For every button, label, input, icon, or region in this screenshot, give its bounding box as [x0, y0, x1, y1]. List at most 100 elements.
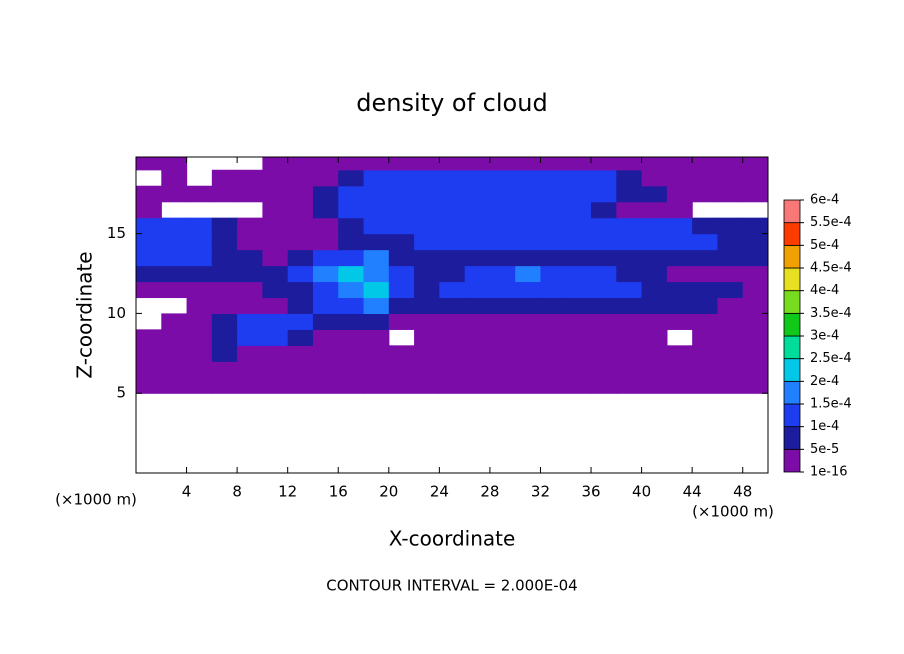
contour-cell — [439, 201, 466, 219]
contour-cell — [515, 297, 542, 315]
contour-cell — [388, 361, 415, 378]
colorbar-label: 6e-4 — [810, 193, 839, 208]
contour-cell — [312, 313, 339, 330]
contour-cell — [565, 185, 592, 203]
contour-cell — [363, 329, 390, 346]
colorbar-box — [783, 244, 801, 269]
contour-cell — [262, 233, 289, 251]
contour-cell — [540, 377, 567, 394]
contour-cell — [312, 265, 339, 283]
contour-cell — [136, 265, 162, 283]
contour-cell — [211, 377, 238, 394]
colorbar-label: 1e-4 — [810, 419, 839, 434]
contour-cell — [742, 313, 768, 330]
contour-cell — [742, 233, 768, 251]
contour-cell — [439, 345, 466, 362]
contour-cell — [641, 313, 668, 330]
contour-cell — [489, 233, 516, 251]
contour-cell — [161, 157, 188, 171]
colorbar-box — [783, 380, 801, 405]
contour-cell — [717, 377, 744, 394]
x-tick-label: 12 — [278, 483, 297, 501]
contour-cell — [287, 313, 314, 330]
contour-cell — [186, 249, 213, 267]
contour-cell — [186, 329, 213, 346]
colorbar-label: 1.5e-4 — [810, 397, 852, 412]
contour-cell — [211, 185, 238, 203]
contour-cell — [616, 185, 643, 203]
contour-cell — [338, 249, 365, 267]
colorbar-box — [783, 335, 801, 360]
contour-cell — [641, 281, 668, 299]
contour-cell — [666, 217, 693, 235]
contour-cell — [388, 265, 415, 283]
x-tick-label: 32 — [531, 483, 550, 501]
contour-cell — [414, 201, 440, 219]
contour-cell — [717, 169, 744, 187]
contour-cell — [666, 169, 693, 187]
contour-cell — [616, 297, 643, 315]
contour-cell — [540, 265, 567, 283]
contour-cell — [211, 217, 238, 235]
contour-cell — [287, 361, 314, 378]
contour-cell — [641, 361, 668, 378]
contour-cell — [414, 345, 440, 362]
contour-cell — [414, 297, 440, 315]
contour-cell — [388, 313, 415, 330]
contour-cell — [540, 345, 567, 362]
contour-cell — [388, 249, 415, 267]
contour-cell — [262, 185, 289, 203]
contour-cell — [515, 313, 542, 330]
contour-cell — [540, 201, 567, 219]
contour-cell — [489, 157, 516, 171]
contour-cell — [338, 157, 365, 171]
contour-cell — [287, 157, 314, 171]
contour-cell — [388, 217, 415, 235]
contour-cell — [692, 361, 719, 378]
contour-cell — [515, 169, 542, 187]
contour-cell — [186, 297, 213, 315]
contour-cell — [414, 249, 440, 267]
contour-cell — [363, 185, 390, 203]
contour-cell — [388, 169, 415, 187]
contour-cell — [616, 157, 643, 171]
contour-cell — [641, 217, 668, 235]
contour-cell — [540, 233, 567, 251]
contour-cell — [641, 249, 668, 267]
contour-cell — [692, 169, 719, 187]
contour-cell — [161, 377, 188, 394]
contour-cell — [616, 201, 643, 219]
contour-cell — [742, 265, 768, 283]
contour-cell — [692, 249, 719, 267]
contour-cell — [237, 233, 263, 251]
contour-cell — [591, 169, 617, 187]
contour-cell — [692, 329, 719, 346]
contour-cell — [312, 185, 339, 203]
contour-cell — [161, 233, 188, 251]
contour-cell — [211, 297, 238, 315]
contour-cell — [742, 249, 768, 267]
contour-cell — [489, 265, 516, 283]
contour-cell — [262, 297, 289, 315]
contour-cell — [363, 265, 390, 283]
y-tick-label: 5 — [116, 384, 126, 402]
contour-cell — [363, 361, 390, 378]
contour-cell — [489, 281, 516, 299]
contour-cell — [237, 169, 263, 187]
contour-cell — [287, 249, 314, 267]
contour-cell — [237, 265, 263, 283]
x-axis-label: X-coordinate — [389, 527, 516, 551]
colorbar-label: 5e-5 — [810, 442, 839, 457]
contour-cell — [591, 313, 617, 330]
contour-cell — [464, 185, 491, 203]
contour-cell — [591, 157, 617, 171]
contour-cell — [616, 281, 643, 299]
contour-cell — [666, 233, 693, 251]
contour-cell — [414, 281, 440, 299]
contour-cell — [237, 185, 263, 203]
contour-cell — [262, 377, 289, 394]
contour-cell — [565, 345, 592, 362]
contour-cell — [388, 377, 415, 394]
contour-cell — [136, 201, 162, 219]
